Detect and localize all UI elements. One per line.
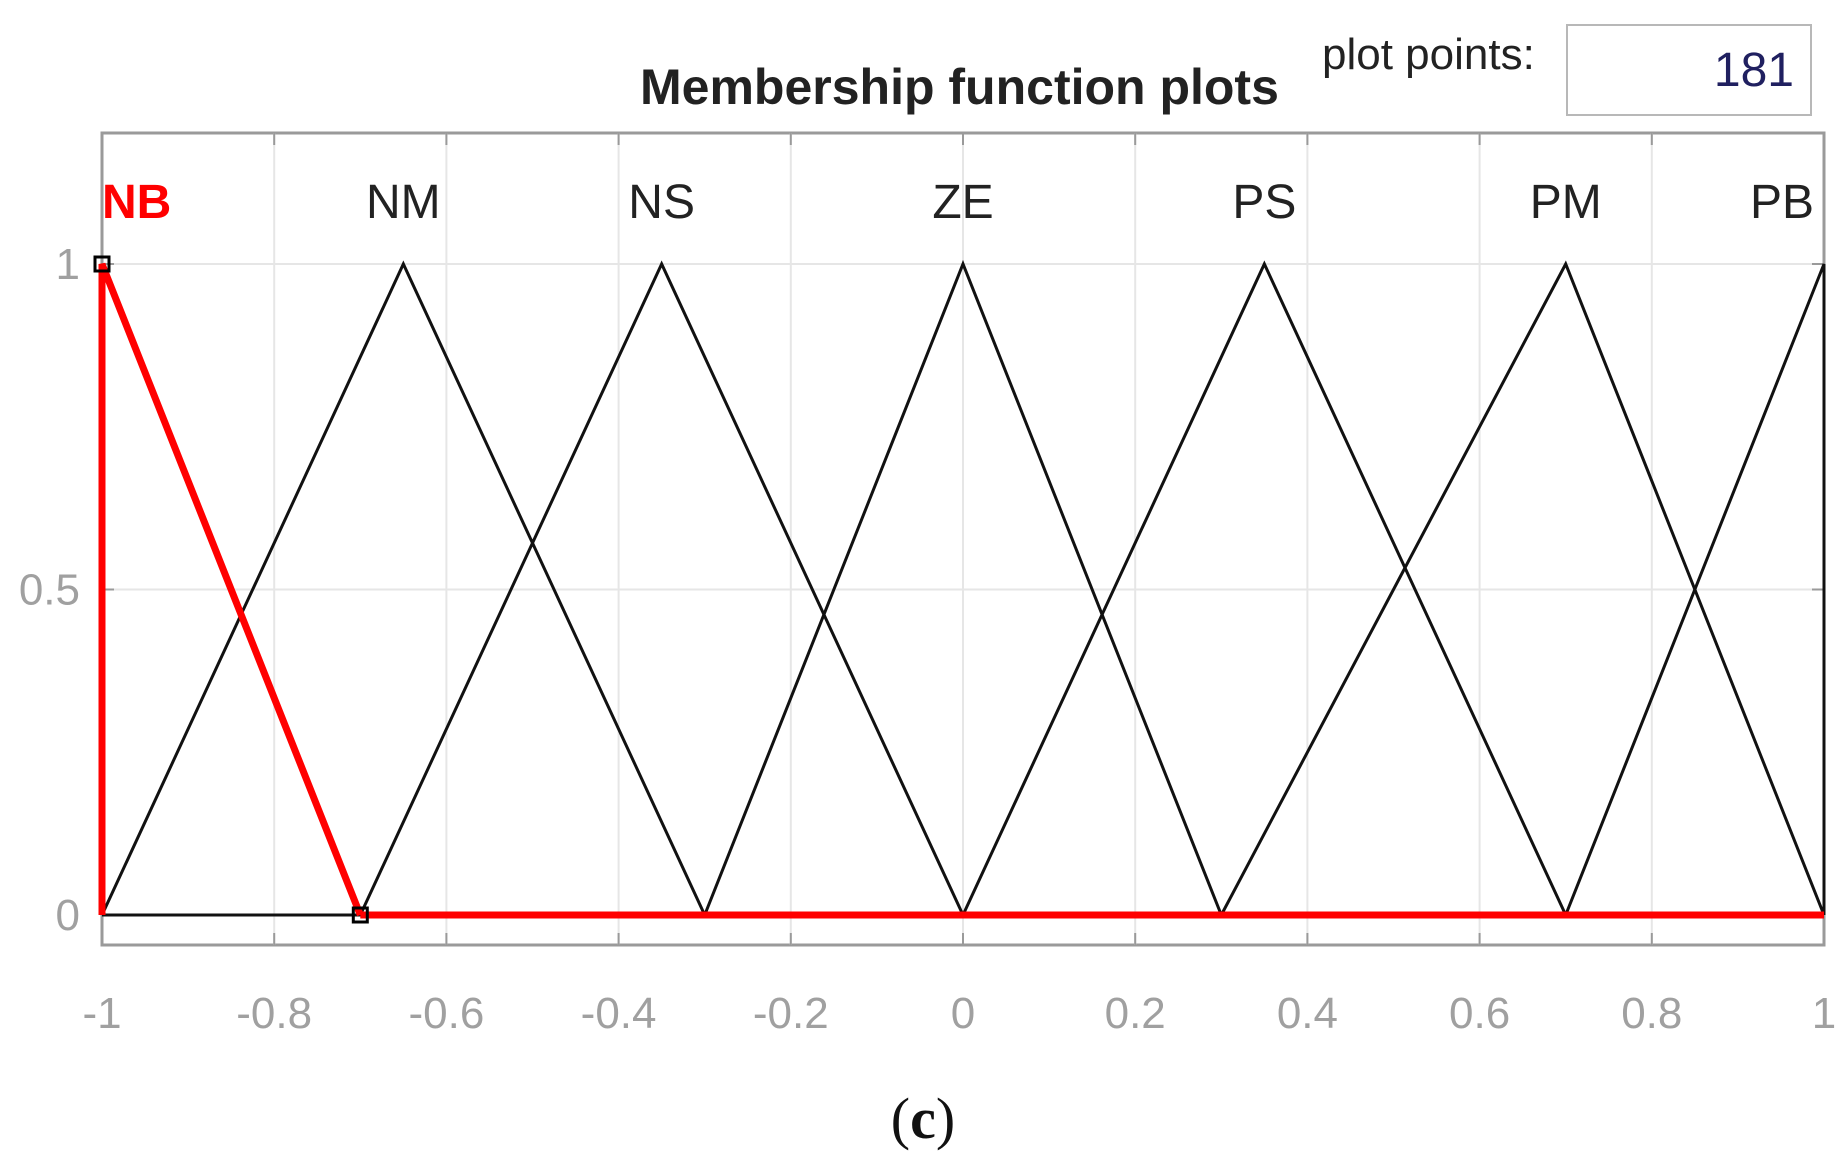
- series-label-ze[interactable]: ZE: [932, 176, 993, 229]
- series-label-ps[interactable]: PS: [1232, 176, 1296, 229]
- series-ns-line[interactable]: [358, 260, 965, 916]
- series-label-pb[interactable]: PB: [1750, 176, 1814, 229]
- series-labels: NM NS ZE PS PM PB NB: [102, 176, 1814, 229]
- subfigure-caption: (c): [0, 1085, 1846, 1152]
- x-tick-label: 0: [951, 989, 975, 1038]
- y-tick-labels: 00.51: [19, 240, 80, 940]
- caption-close: ): [935, 1086, 956, 1151]
- x-tick-label: 0.6: [1449, 989, 1510, 1038]
- x-tick-label: 0.2: [1105, 989, 1166, 1038]
- x-tick-label: 1: [1812, 989, 1836, 1038]
- series-nm-line[interactable]: [100, 260, 707, 916]
- series-pb-line[interactable]: [1564, 263, 1826, 916]
- series-lines: [93, 255, 1826, 924]
- vertex-handle[interactable]: [351, 906, 369, 924]
- series-ps-line[interactable]: [961, 260, 1568, 916]
- plot-points-input[interactable]: [1592, 42, 1796, 99]
- vertex-handle[interactable]: [93, 255, 111, 273]
- plot-points-field[interactable]: [1566, 24, 1812, 116]
- y-tick-label: 0: [56, 891, 80, 940]
- y-tick-label: 0.5: [19, 566, 80, 615]
- series-pm-line[interactable]: [1219, 260, 1826, 916]
- series-nb-line[interactable]: [98, 262, 364, 917]
- x-tick-label: 0.8: [1621, 989, 1682, 1038]
- series-label-ns[interactable]: NS: [628, 176, 695, 229]
- x-tick-labels: -1 -0.8 -0.6 -0.4 -0.2 0 0.2 0.4 0.6 0.8 1: [82, 989, 1836, 1038]
- x-tick-label: -0.2: [753, 989, 829, 1038]
- series-ze-line[interactable]: [703, 259, 1223, 916]
- series-label-nm[interactable]: NM: [366, 176, 441, 229]
- series-label-nb[interactable]: NB: [102, 176, 171, 229]
- x-tick-label: -1: [82, 989, 121, 1038]
- chart-title: Membership function plots: [640, 59, 1279, 115]
- caption-open: (: [890, 1086, 911, 1151]
- x-tick-label: -0.6: [408, 989, 484, 1038]
- y-tick-label: 1: [56, 240, 80, 289]
- caption-letter: c: [910, 1086, 936, 1151]
- series-label-pm[interactable]: PM: [1530, 176, 1602, 229]
- plot-points-label: plot points:: [1322, 30, 1535, 79]
- x-tick-label: -0.8: [236, 989, 312, 1038]
- x-tick-label: -0.4: [581, 989, 657, 1038]
- x-tick-label: 0.4: [1277, 989, 1338, 1038]
